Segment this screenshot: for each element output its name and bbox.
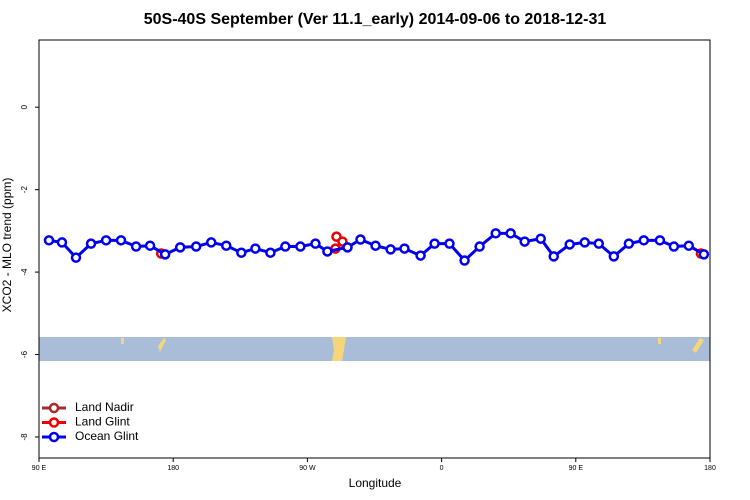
data-point xyxy=(519,236,530,247)
data-point xyxy=(490,228,501,239)
data-point xyxy=(342,242,353,253)
legend-marker xyxy=(48,431,60,443)
data-point xyxy=(265,247,276,258)
data-point xyxy=(459,255,470,266)
data-point xyxy=(159,249,171,260)
data-point xyxy=(250,243,261,254)
legend-marker xyxy=(48,417,60,428)
x-tick-label: 180 xyxy=(704,465,716,472)
data-point xyxy=(70,252,82,263)
data-point xyxy=(280,241,291,252)
x-tick-label: 90 E xyxy=(569,465,584,472)
data-point xyxy=(505,228,516,239)
y-tick-label: -4 xyxy=(20,268,29,276)
y-axis-label: XCO2 - MLO trend (ppm) xyxy=(0,178,14,313)
data-point xyxy=(56,237,68,248)
data-point xyxy=(115,235,127,246)
x-tick-label: 90 E xyxy=(32,465,47,472)
data-point xyxy=(683,240,695,251)
data-point xyxy=(221,240,232,251)
y-tick-label: -8 xyxy=(20,433,29,441)
y-tick-label: -6 xyxy=(20,350,29,358)
data-point xyxy=(548,251,559,262)
data-point xyxy=(399,243,410,254)
data-point xyxy=(698,249,710,260)
x-tick-label: 180 xyxy=(167,465,179,472)
data-point xyxy=(444,238,455,249)
data-point xyxy=(190,241,202,252)
data-point xyxy=(174,242,186,253)
data-point xyxy=(385,244,396,255)
x-tick-label: 0 xyxy=(440,465,444,472)
data-point xyxy=(130,241,142,252)
data-point xyxy=(654,235,666,246)
data-point xyxy=(43,235,55,246)
x-tick-label: 90 W xyxy=(299,465,316,472)
y-tick-label: 0 xyxy=(20,104,29,109)
data-point xyxy=(474,241,485,252)
map-strip xyxy=(39,337,710,361)
data-point xyxy=(355,234,366,245)
legend-label: Land Nadir xyxy=(75,400,134,414)
data-point xyxy=(564,239,575,250)
data-point xyxy=(623,238,635,249)
data-point xyxy=(236,247,247,258)
data-point xyxy=(322,246,333,257)
legend-label: Land Glint xyxy=(75,415,130,429)
data-point xyxy=(429,238,440,249)
data-point xyxy=(85,238,97,249)
data-point xyxy=(593,238,605,249)
legend-label: Ocean Glint xyxy=(75,429,139,443)
data-point xyxy=(415,250,426,261)
data-point xyxy=(100,235,112,246)
data-point xyxy=(668,241,680,252)
legend-marker xyxy=(48,402,60,414)
chart-title: 50S-40S September (Ver 11.1_early) 2014-… xyxy=(144,11,607,28)
data-point xyxy=(370,240,381,251)
data-point xyxy=(608,251,620,262)
data-point xyxy=(579,237,590,248)
plot-frame xyxy=(38,39,711,459)
x-axis-label: Longitude xyxy=(349,476,402,490)
data-point xyxy=(535,233,547,244)
data-point xyxy=(295,241,306,252)
data-point xyxy=(205,237,217,248)
y-tick-label: -2 xyxy=(20,186,29,194)
data-point xyxy=(638,235,650,246)
data-point xyxy=(144,240,156,251)
data-point xyxy=(310,238,321,249)
